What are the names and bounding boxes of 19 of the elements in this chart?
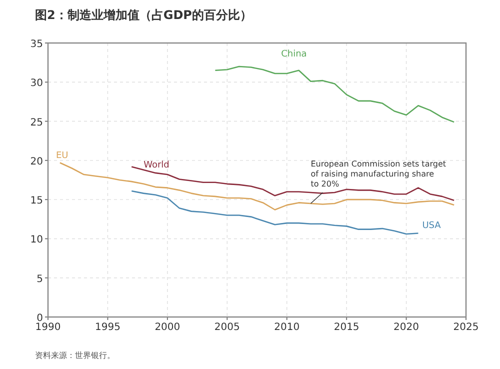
x-tick-label: 2010 [274, 322, 300, 333]
x-tick-label: 2015 [334, 322, 360, 333]
x-tick-label: 1995 [94, 322, 120, 333]
y-tick-label: 25 [30, 117, 43, 128]
title: 图2：制造业增加值（占GDP的百分比） [35, 8, 252, 22]
x-tick-label: 1990 [35, 322, 61, 333]
x-tick-label: 2000 [154, 322, 180, 333]
annotation: European Commission sets target of raising manufacturing share to 20% [310, 159, 446, 188]
y-tick-label: 15 [30, 196, 43, 207]
source: 资料来源：世界银行。 [35, 351, 115, 360]
y-tick-label: 5 [36, 274, 43, 285]
x-tick-label: 2025 [453, 322, 479, 333]
x-tick-label: 2005 [214, 322, 240, 333]
y-tick-label: 20 [30, 156, 43, 168]
y-tick-label: 35 [30, 39, 43, 50]
y-tick-label: 30 [30, 78, 43, 90]
y-tick-label: 10 [30, 234, 43, 246]
x-tick-label: 2020 [394, 322, 420, 333]
y-tick-label: 0 [36, 313, 43, 324]
